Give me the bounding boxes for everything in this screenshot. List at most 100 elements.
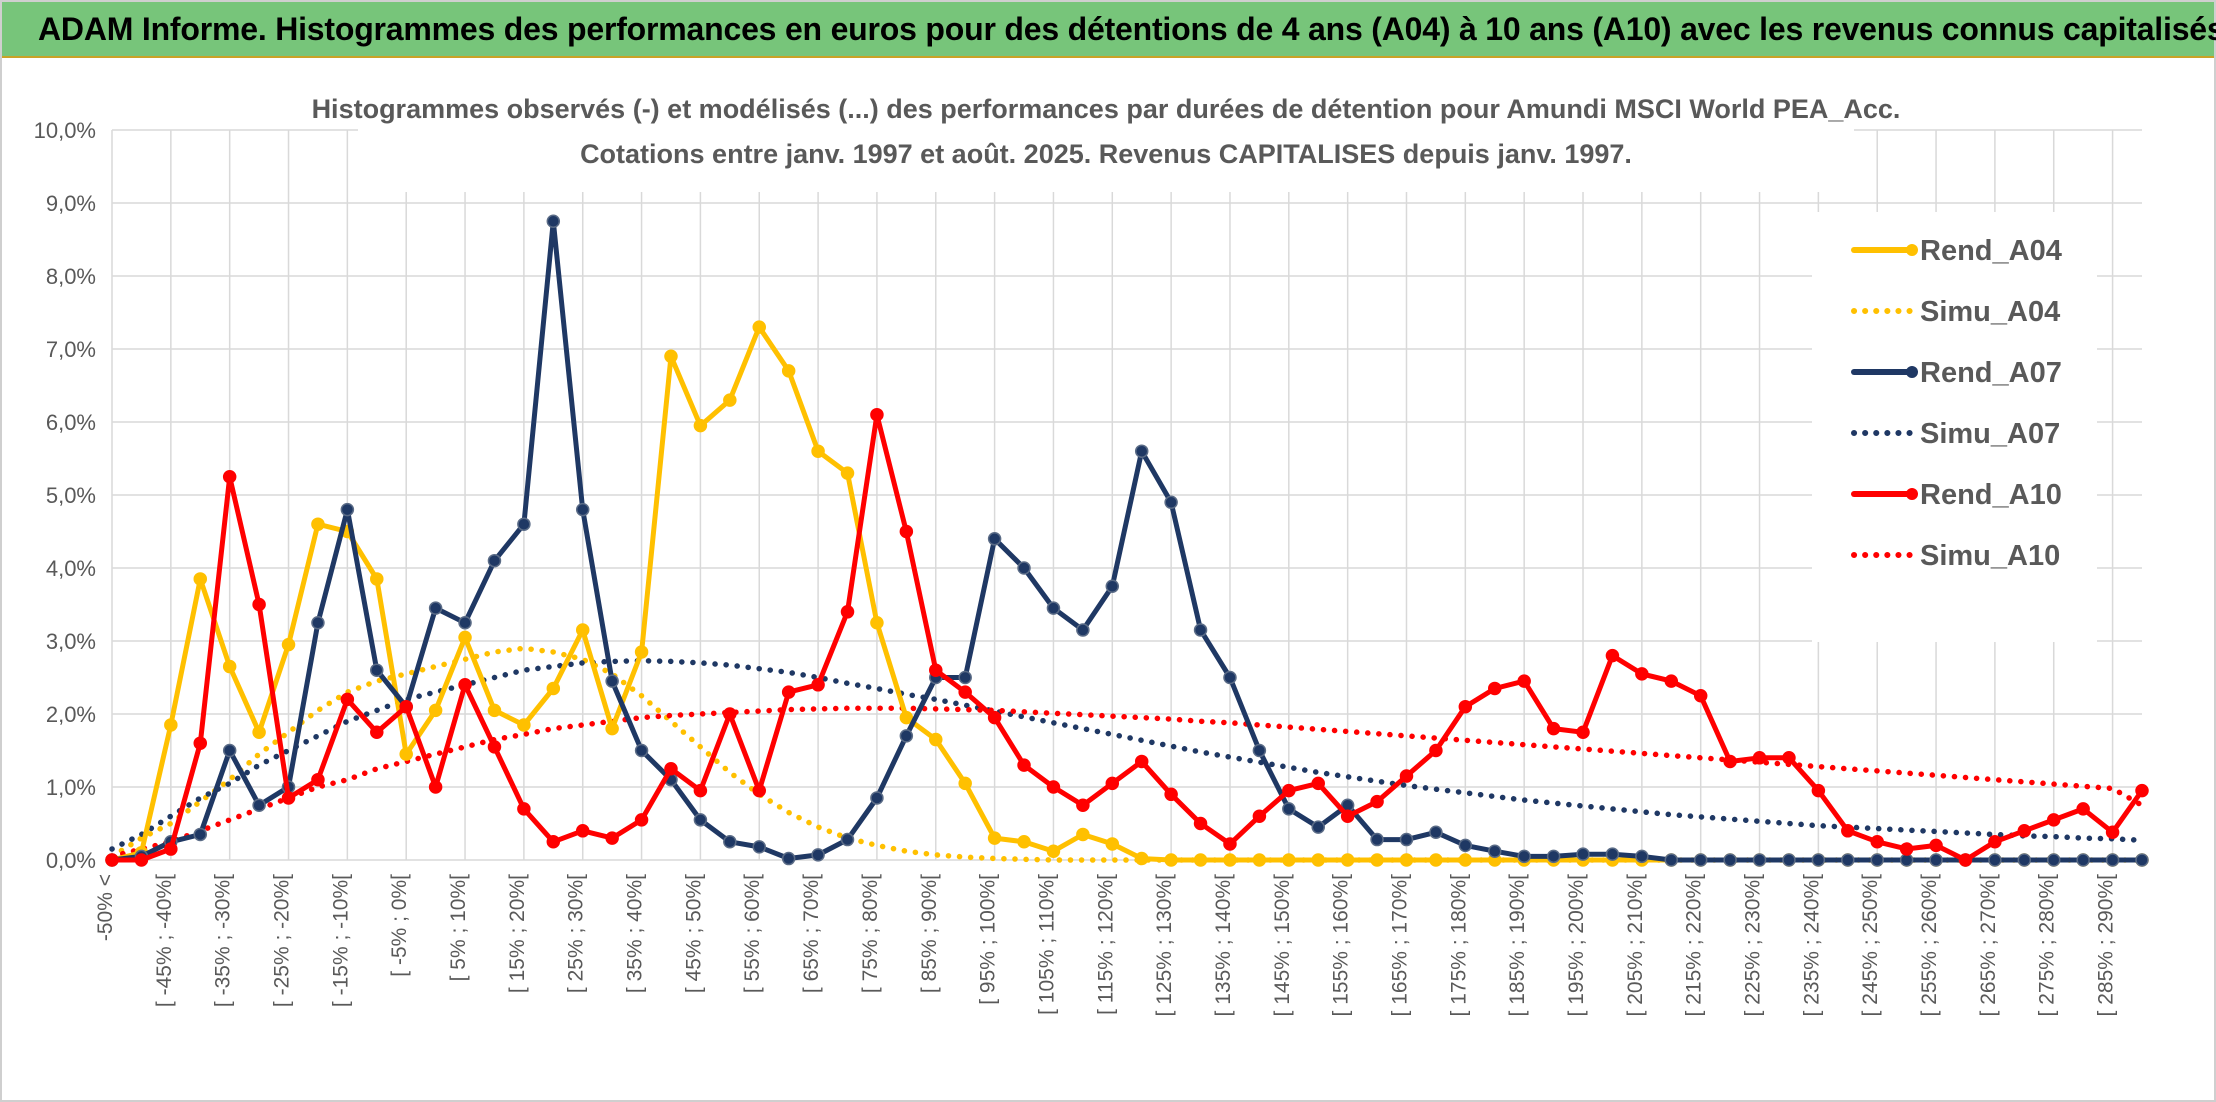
data-point-rend_a10 [2135,783,2149,798]
data-point-rend_a04 [222,659,237,674]
data-point-rend_a07 [840,832,855,847]
data-point-rend_a07 [1429,825,1443,840]
data-point-rend_a07 [1017,561,1031,575]
data-point-rend_a10 [1370,794,1384,809]
data-point-rend_a07 [311,616,325,630]
data-point-rend_a10 [693,783,708,798]
data-point-rend_a04 [1340,853,1355,867]
data-point-rend_a10 [281,791,296,805]
data-point-rend_a04 [487,703,502,718]
data-point-rend_a07 [1988,853,2002,867]
data-point-rend_a07 [1693,853,1708,867]
data-point-rend_a07 [1252,743,1267,758]
data-point-rend_a10 [1017,758,1031,772]
x-tick-label: [ 275% ; 280%[ [2036,874,2059,1017]
y-tick-label: 6,0% [46,410,96,435]
data-point-rend_a04 [811,444,825,458]
data-point-rend_a10 [840,605,855,619]
y-tick-label: 5,0% [46,483,96,508]
legend-label-rend_a10: Rend_A10 [1920,479,2062,511]
y-tick-label: 10,0% [34,118,96,143]
data-point-rend_a04 [458,630,472,645]
data-point-rend_a10 [1811,783,1826,798]
data-point-rend_a07 [1517,849,1531,864]
data-point-rend_a10 [1988,835,2002,849]
data-point-rend_a04 [723,393,737,407]
x-tick-label: [ 215% ; 220%[ [1683,874,1706,1017]
data-point-rend_a07 [1311,820,1325,834]
data-point-rend_a04 [575,623,590,637]
data-point-rend_a07 [987,532,1002,546]
data-point-rend_a07 [370,663,384,677]
x-tick-label: [ 5% ; 10%[ [447,874,470,982]
legend-label-rend_a04: Rend_A04 [1920,235,2062,267]
data-point-rend_a10 [1782,751,1796,765]
legend-marker [1906,366,1918,378]
data-point-rend_a10 [1664,674,1679,688]
x-tick-label: [ -25% ; -20%[ [271,874,294,1007]
data-point-rend_a04 [517,718,531,732]
data-point-rend_a07 [899,729,914,743]
data-point-rend_a10 [1929,838,1943,853]
data-point-rend_a07 [958,670,972,685]
data-point-rend_a10 [1105,776,1120,791]
data-point-rend_a07 [340,502,355,517]
data-point-rend_a10 [399,699,413,714]
data-point-rend_a04 [1458,853,1473,867]
data-point-rend_a07 [693,813,708,827]
data-point-rend_a07 [575,502,590,517]
x-tick-label: [ 155% ; 160%[ [1330,874,1353,1017]
legend-label-simu_a04: Simu_A04 [1920,296,2060,328]
data-point-rend_a04 [1399,853,1414,867]
data-point-rend_a04 [164,718,178,732]
data-point-rend_a07 [1929,853,1943,867]
data-point-rend_a10 [1752,751,1767,765]
data-point-rend_a10 [1841,824,1855,838]
data-point-rend_a10 [193,736,208,750]
data-point-rend_a10 [664,762,678,776]
y-tick-label: 2,0% [46,702,96,727]
x-tick-label: [ -35% ; -30%[ [212,874,235,1007]
data-point-rend_a10 [370,725,384,739]
x-tick-label: [ 165% ; 170%[ [1388,874,1411,1017]
data-point-rend_a10 [2046,813,2061,827]
data-point-rend_a10 [723,707,737,721]
data-point-rend_a04 [899,710,914,725]
x-tick-label: [ 115% ; 120%[ [1094,874,1117,1015]
x-tick-label: [ 125% ; 130%[ [1153,874,1176,1017]
report-banner: ADAM Informe. Histogrammes des performan… [2,2,2216,58]
data-point-rend_a10 [1899,842,1914,856]
data-point-rend_a04 [605,721,619,736]
data-point-rend_a10 [1517,674,1531,688]
data-point-rend_a07 [1105,579,1120,593]
x-tick-label: [ 135% ; 140%[ [1212,874,1235,1017]
data-point-rend_a04 [987,831,1002,845]
legend-label-simu_a07: Simu_A07 [1920,418,2060,450]
y-tick-label: 7,0% [46,337,96,362]
series-line-rend_a10 [109,412,2145,863]
data-point-rend_a07 [222,743,237,758]
data-point-rend_a07 [723,835,737,849]
data-point-rend_a04 [1164,853,1178,867]
data-point-rend_a07 [634,743,649,758]
data-point-rend_a04 [252,725,266,739]
data-point-rend_a04 [1193,853,1208,867]
data-point-rend_a07 [1723,853,1737,867]
data-point-rend_a07 [546,214,561,228]
y-tick-label: 4,0% [46,556,96,581]
x-axis: -50% < [ -45% ; -40%[[ -35% ; -30%[[ -25%… [94,874,2118,1017]
legend-marker [1906,488,1918,500]
x-tick-label: [ 245% ; 250%[ [1859,874,1882,1017]
data-point-rend_a07 [1399,832,1414,847]
data-point-rend_a10 [1311,776,1325,791]
data-point-rend_a10 [1546,721,1561,736]
x-tick-label: [ 15% ; 20%[ [506,874,529,993]
histogram-chart: 0,0% 1,0% 2,0% 3,0% 4,0% 5,0% 6,0% 7,0% 8,0% 9,0%… [34,80,2149,1017]
data-point-rend_a07 [811,848,825,862]
data-point-rend_a10 [781,685,796,699]
data-point-rend_a07 [2135,853,2149,867]
data-point-rend_a10 [1723,754,1737,769]
chart-title-box [358,80,1854,192]
data-point-rend_a04 [634,645,649,659]
